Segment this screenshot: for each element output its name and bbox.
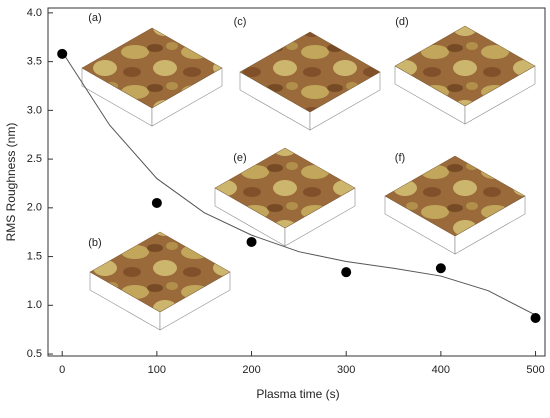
inset-surface — [384, 155, 526, 237]
x-tick-label: 0 — [59, 364, 65, 376]
x-tick-label: 500 — [526, 364, 544, 376]
y-tick-label: 4.0 — [27, 7, 42, 19]
y-tick-label: 2.0 — [27, 202, 42, 214]
inset-surface — [394, 25, 536, 107]
data-point — [151, 197, 162, 208]
inset-label: (f) — [395, 152, 405, 164]
y-tick-label: 1.0 — [27, 299, 42, 311]
inset-label: (c) — [234, 16, 247, 28]
x-tick-label: 100 — [148, 364, 166, 376]
x-tick-label: 300 — [337, 364, 355, 376]
y-tick-label: 0.5 — [27, 348, 42, 360]
insets: (a) (b) (c) (d) (e) (f) — [81, 12, 536, 331]
data-point — [341, 267, 352, 278]
y-tick-label: 3.0 — [27, 104, 42, 116]
y-axis-label: RMS Roughness (nm) — [4, 123, 18, 242]
data-point — [530, 312, 541, 323]
x-axis-label: Plasma time (s) — [256, 387, 339, 401]
inset-label: (b) — [88, 237, 101, 249]
data-point — [435, 263, 446, 274]
data-point — [57, 48, 68, 59]
fit-curve — [61, 51, 536, 316]
inset-label: (a) — [88, 12, 101, 24]
y-tick-label: 3.5 — [27, 56, 42, 68]
inset-surface — [239, 31, 381, 113]
inset-label: (d) — [395, 16, 408, 28]
inset-surface — [214, 147, 356, 229]
x-tick-label: 200 — [242, 364, 260, 376]
x-tick-label: 400 — [432, 364, 450, 376]
inset-label: (e) — [233, 152, 246, 164]
y-tick-label: 2.5 — [27, 153, 42, 165]
inset-surface — [89, 231, 231, 313]
data-point — [246, 236, 257, 247]
y-tick-label: 1.5 — [27, 250, 42, 262]
plot-frame — [47, 7, 546, 357]
inset-surface — [81, 27, 223, 109]
